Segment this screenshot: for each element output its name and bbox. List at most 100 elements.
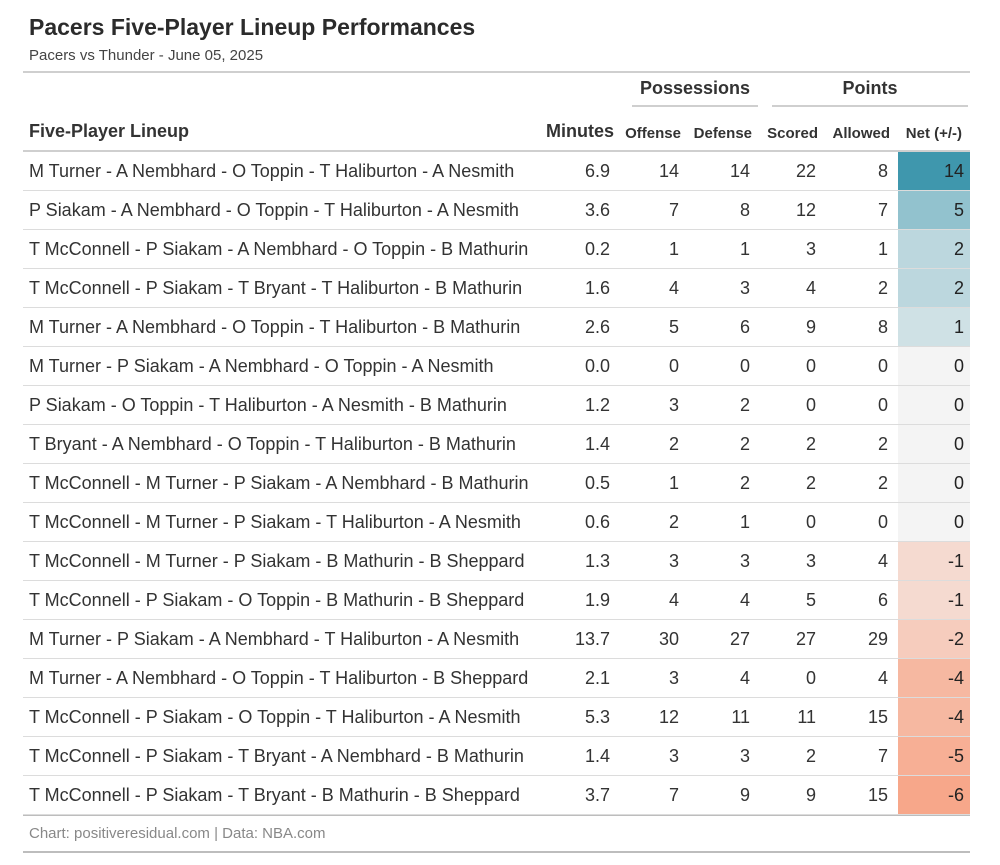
table-row: T McConnell - P Siakam - O Toppin - T Ha…: [23, 697, 971, 737]
cell-minutes: 0.6: [544, 502, 620, 542]
cell-minutes: 3.7: [544, 775, 620, 815]
cell-scored: 22: [760, 151, 826, 191]
cell-net: 0: [898, 346, 971, 386]
cell-defense: 1: [689, 502, 760, 542]
cell-defense: 4: [689, 658, 760, 698]
cell-minutes: 1.9: [544, 580, 620, 620]
column-header-row: Five-Player Lineup Minutes Offense Defen…: [23, 107, 971, 152]
cell-net: 2: [898, 268, 971, 308]
cell-offense: 5: [620, 307, 689, 347]
col-header-allowed: Allowed: [826, 107, 898, 152]
cell-allowed: 2: [826, 424, 898, 464]
cell-defense: 11: [689, 697, 760, 737]
cell-defense: 3: [689, 541, 760, 581]
cell-offense: 7: [620, 775, 689, 815]
group-possessions: Possessions: [620, 73, 760, 107]
col-header-offense: Offense: [620, 107, 689, 152]
cell-defense: 6: [689, 307, 760, 347]
table-row: T McConnell - M Turner - P Siakam - B Ma…: [23, 541, 971, 581]
cell-allowed: 15: [826, 697, 898, 737]
cell-minutes: 0.2: [544, 229, 620, 269]
cell-net: -1: [898, 541, 971, 581]
cell-offense: 1: [620, 229, 689, 269]
cell-lineup: M Turner - A Nembhard - O Toppin - T Hal…: [23, 307, 544, 347]
cell-net: -6: [898, 775, 971, 815]
cell-net: 1: [898, 307, 971, 347]
cell-lineup: M Turner - A Nembhard - O Toppin - T Hal…: [23, 151, 544, 191]
cell-scored: 2: [760, 736, 826, 776]
cell-defense: 2: [689, 385, 760, 425]
cell-offense: 12: [620, 697, 689, 737]
cell-minutes: 1.4: [544, 736, 620, 776]
cell-lineup: P Siakam - O Toppin - T Haliburton - A N…: [23, 385, 544, 425]
cell-minutes: 0.0: [544, 346, 620, 386]
cell-net: 0: [898, 385, 971, 425]
cell-lineup: T McConnell - P Siakam - O Toppin - B Ma…: [23, 580, 544, 620]
cell-net: -5: [898, 736, 971, 776]
table-row: M Turner - A Nembhard - O Toppin - T Hal…: [23, 658, 971, 698]
chart-subtitle: Pacers vs Thunder - June 05, 2025: [29, 47, 264, 64]
cell-defense: 14: [689, 151, 760, 191]
cell-offense: 2: [620, 502, 689, 542]
cell-offense: 2: [620, 424, 689, 464]
cell-allowed: 7: [826, 736, 898, 776]
cell-allowed: 6: [826, 580, 898, 620]
cell-lineup: T McConnell - M Turner - P Siakam - B Ma…: [23, 541, 544, 581]
table-row: M Turner - P Siakam - A Nembhard - T Hal…: [23, 619, 971, 659]
cell-scored: 3: [760, 229, 826, 269]
cell-offense: 3: [620, 658, 689, 698]
group-possessions-label: Possessions: [632, 78, 758, 107]
cell-minutes: 1.3: [544, 541, 620, 581]
cell-minutes: 5.3: [544, 697, 620, 737]
cell-offense: 14: [620, 151, 689, 191]
table-row: T McConnell - P Siakam - T Bryant - T Ha…: [23, 268, 971, 308]
table-row: T McConnell - P Siakam - A Nembhard - O …: [23, 229, 971, 269]
cell-scored: 0: [760, 385, 826, 425]
col-header-lineup: Five-Player Lineup: [23, 107, 544, 152]
cell-scored: 12: [760, 190, 826, 230]
cell-scored: 0: [760, 346, 826, 386]
table-row: T McConnell - M Turner - P Siakam - A Ne…: [23, 463, 971, 503]
cell-scored: 2: [760, 424, 826, 464]
cell-defense: 2: [689, 463, 760, 503]
group-header-row: Possessions Points: [23, 73, 970, 107]
cell-scored: 9: [760, 775, 826, 815]
cell-net: 5: [898, 190, 971, 230]
cell-minutes: 13.7: [544, 619, 620, 659]
top-divider: [23, 71, 970, 73]
cell-minutes: 3.6: [544, 190, 620, 230]
cell-offense: 4: [620, 580, 689, 620]
table-row: T McConnell - P Siakam - T Bryant - B Ma…: [23, 775, 971, 815]
col-header-net: Net (+/-): [898, 107, 971, 152]
cell-offense: 0: [620, 346, 689, 386]
cell-allowed: 7: [826, 190, 898, 230]
cell-allowed: 0: [826, 385, 898, 425]
cell-defense: 8: [689, 190, 760, 230]
col-header-defense: Defense: [689, 107, 760, 152]
chart-container: Pacers Five-Player Lineup Performances P…: [23, 12, 971, 853]
cell-net: 0: [898, 424, 971, 464]
col-header-scored: Scored: [760, 107, 826, 152]
cell-scored: 11: [760, 697, 826, 737]
chart-footer: Chart: positiveresidual.com | Data: NBA.…: [23, 815, 970, 845]
table-body: M Turner - A Nembhard - O Toppin - T Hal…: [23, 151, 971, 815]
cell-minutes: 6.9: [544, 151, 620, 191]
table-row: T McConnell - M Turner - P Siakam - T Ha…: [23, 502, 971, 542]
cell-net: 0: [898, 502, 971, 542]
table-row: M Turner - P Siakam - A Nembhard - O Top…: [23, 346, 971, 386]
cell-offense: 1: [620, 463, 689, 503]
table-row: T Bryant - A Nembhard - O Toppin - T Hal…: [23, 424, 971, 464]
cell-minutes: 1.6: [544, 268, 620, 308]
cell-defense: 27: [689, 619, 760, 659]
cell-scored: 9: [760, 307, 826, 347]
cell-lineup: T McConnell - P Siakam - O Toppin - T Ha…: [23, 697, 544, 737]
cell-lineup: T McConnell - M Turner - P Siakam - T Ha…: [23, 502, 544, 542]
cell-lineup: T McConnell - P Siakam - T Bryant - B Ma…: [23, 775, 544, 815]
cell-lineup: T McConnell - P Siakam - T Bryant - A Ne…: [23, 736, 544, 776]
cell-allowed: 2: [826, 463, 898, 503]
cell-lineup: P Siakam - A Nembhard - O Toppin - T Hal…: [23, 190, 544, 230]
bottom-divider: [23, 851, 970, 853]
cell-minutes: 1.4: [544, 424, 620, 464]
cell-lineup: T Bryant - A Nembhard - O Toppin - T Hal…: [23, 424, 544, 464]
cell-lineup: M Turner - P Siakam - A Nembhard - O Top…: [23, 346, 544, 386]
